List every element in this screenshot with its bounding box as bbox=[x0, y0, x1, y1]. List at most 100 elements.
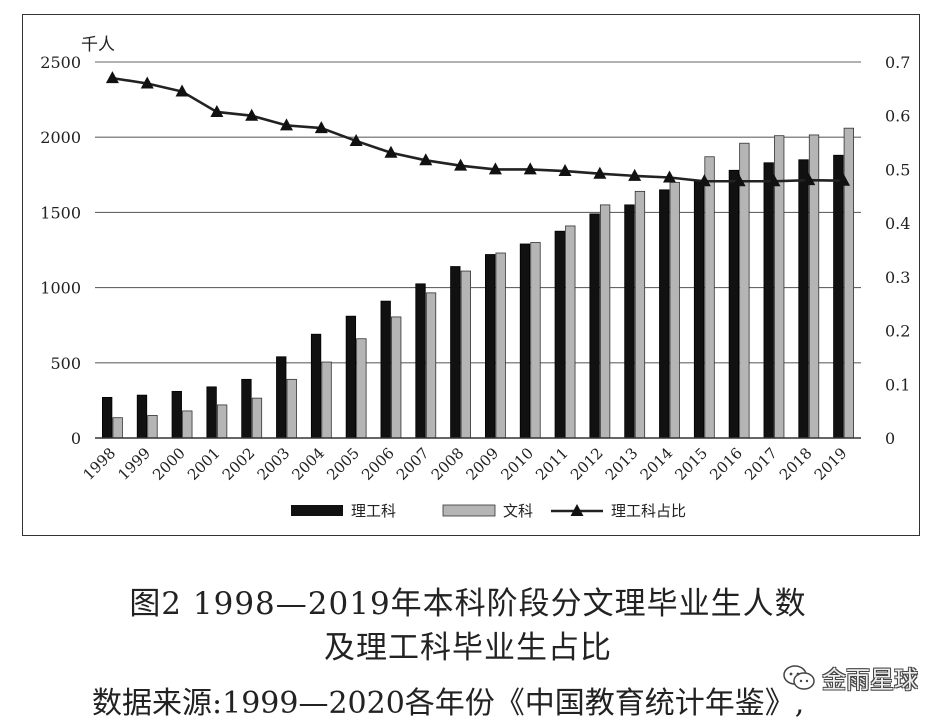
bar-lgk bbox=[554, 230, 565, 439]
bar-lgk bbox=[102, 396, 113, 439]
bar-lgk bbox=[136, 394, 148, 439]
bar-lgk bbox=[833, 154, 844, 439]
x-tick-label: 2010 bbox=[497, 444, 537, 484]
ratio-marker bbox=[628, 168, 642, 181]
legend-swatch-wk bbox=[442, 504, 496, 517]
bar-wk bbox=[460, 270, 471, 439]
bar-wk bbox=[669, 181, 680, 439]
ratio-marker bbox=[454, 158, 468, 171]
y-tick-label: 1500 bbox=[40, 203, 81, 222]
ratio-marker bbox=[593, 166, 607, 179]
y-tick-label: 1000 bbox=[40, 279, 81, 298]
bar-wk bbox=[216, 404, 228, 439]
bar-lgk bbox=[693, 180, 705, 439]
x-tick-label: 2002 bbox=[219, 444, 259, 484]
bar-wk bbox=[425, 292, 437, 439]
bar-lgk bbox=[798, 159, 809, 439]
watermark: 金雨星球 bbox=[782, 660, 918, 695]
x-tick-label: 1999 bbox=[114, 444, 154, 484]
x-tick-label: 2011 bbox=[532, 444, 572, 484]
y2-tick-label: 0.6 bbox=[885, 107, 910, 126]
bar-wk bbox=[251, 397, 263, 439]
y2-tick-label: 0.1 bbox=[885, 375, 910, 394]
x-tick-label: 2003 bbox=[254, 444, 294, 484]
bar-lgk bbox=[624, 204, 635, 439]
y-unit-label: 千人 bbox=[81, 35, 115, 55]
bar-lgk bbox=[450, 266, 461, 439]
y2-tick-label: 0.3 bbox=[885, 268, 910, 287]
ratio-marker bbox=[488, 162, 502, 175]
bar-wk bbox=[182, 410, 193, 439]
ratio-marker bbox=[384, 145, 398, 158]
x-tick-label: 2017 bbox=[741, 444, 781, 484]
ratio-marker bbox=[314, 121, 328, 134]
bar-wk bbox=[530, 242, 541, 439]
ratio-marker bbox=[105, 71, 119, 84]
y-tick-label: 500 bbox=[50, 354, 81, 373]
x-tick-label: 2013 bbox=[602, 444, 642, 484]
ratio-marker bbox=[732, 174, 746, 187]
y2-tick-label: 0.4 bbox=[885, 214, 910, 233]
bar-lgk bbox=[206, 386, 217, 439]
bar-wk bbox=[147, 415, 158, 439]
y2-tick-label: 0 bbox=[885, 429, 895, 448]
chart-frame: 0 500 1000 1500 2000 2500 0 0.1 0.2 0.3 0.4 0.5 0.6 0… bbox=[22, 14, 920, 536]
x-tick-label: 2012 bbox=[567, 444, 607, 484]
bar-wk bbox=[704, 156, 715, 439]
bar-lgk bbox=[380, 300, 391, 439]
legend-swatch-lgk bbox=[291, 505, 343, 516]
x-tick-label: 2004 bbox=[288, 444, 328, 484]
bar-lgk bbox=[519, 243, 531, 439]
bar-lgk bbox=[276, 356, 287, 439]
figure-caption-line1: 图2 1998—2019年本科阶段分文理毕业生人数 bbox=[129, 586, 807, 622]
bar-wk bbox=[495, 252, 506, 439]
bar-wk bbox=[321, 361, 332, 439]
ratio-marker bbox=[802, 173, 816, 186]
ratio-marker bbox=[523, 162, 537, 175]
source-note: 数据来源:1999—2020各年份《中国教育统计年鉴》, bbox=[92, 686, 805, 721]
bar-lgk bbox=[345, 315, 357, 439]
ratio-marker bbox=[140, 76, 154, 89]
bar-lgk bbox=[763, 162, 774, 439]
bar-wk bbox=[565, 225, 576, 439]
ratio-marker bbox=[558, 164, 572, 177]
bar-lgk bbox=[659, 189, 670, 439]
bar-lgk bbox=[310, 333, 322, 439]
legend-swatch-ratio-marker bbox=[570, 504, 584, 516]
bar-wk bbox=[599, 204, 611, 439]
y2-tick-label: 0.5 bbox=[885, 160, 910, 179]
bar-wk bbox=[843, 127, 854, 439]
bar-lgk bbox=[241, 378, 252, 439]
x-tick-label: 2015 bbox=[671, 444, 711, 484]
ratio-marker bbox=[419, 153, 433, 166]
x-tick-label: 2014 bbox=[637, 444, 677, 484]
x-tick-label: 2000 bbox=[149, 444, 189, 484]
bar-lgk bbox=[485, 254, 496, 439]
ratio-line bbox=[112, 76, 844, 183]
x-tick-label: 2008 bbox=[428, 444, 468, 484]
bar-wk bbox=[356, 338, 367, 439]
bar-lgk bbox=[415, 283, 426, 439]
x-tick-label: 2016 bbox=[706, 444, 746, 484]
chat-bubbles-icon bbox=[783, 664, 815, 690]
bar-lgk bbox=[589, 213, 600, 439]
x-tick-label: 2007 bbox=[393, 444, 433, 484]
x-tick-label: 2001 bbox=[184, 444, 224, 484]
legend-label-ratio: 理工科占比 bbox=[611, 502, 686, 520]
ratio-marker bbox=[349, 133, 363, 146]
ratio-marker bbox=[175, 84, 189, 97]
ratio-marker bbox=[210, 104, 224, 117]
ratio-marker bbox=[663, 170, 676, 183]
figure-caption-line2: 及理工科毕业生占比 bbox=[324, 630, 612, 666]
x-tick-label: 2006 bbox=[358, 444, 398, 484]
x-tick-label: 2005 bbox=[323, 444, 363, 484]
bar-line-chart: 0 500 1000 1500 2000 2500 0 0.1 0.2 0.3 0.4 0.5 0.6 0… bbox=[40, 35, 910, 520]
y-tick-label: 2000 bbox=[40, 128, 81, 147]
y2-tick-label: 0.7 bbox=[885, 53, 910, 72]
bar-wk bbox=[286, 378, 297, 439]
ratio-marker bbox=[697, 174, 711, 187]
y2-tick-label: 0.2 bbox=[885, 322, 910, 341]
y-tick-label: 2500 bbox=[40, 53, 81, 72]
watermark-text: 金雨星球 bbox=[822, 666, 918, 694]
y-tick-label: 0 bbox=[71, 429, 81, 448]
